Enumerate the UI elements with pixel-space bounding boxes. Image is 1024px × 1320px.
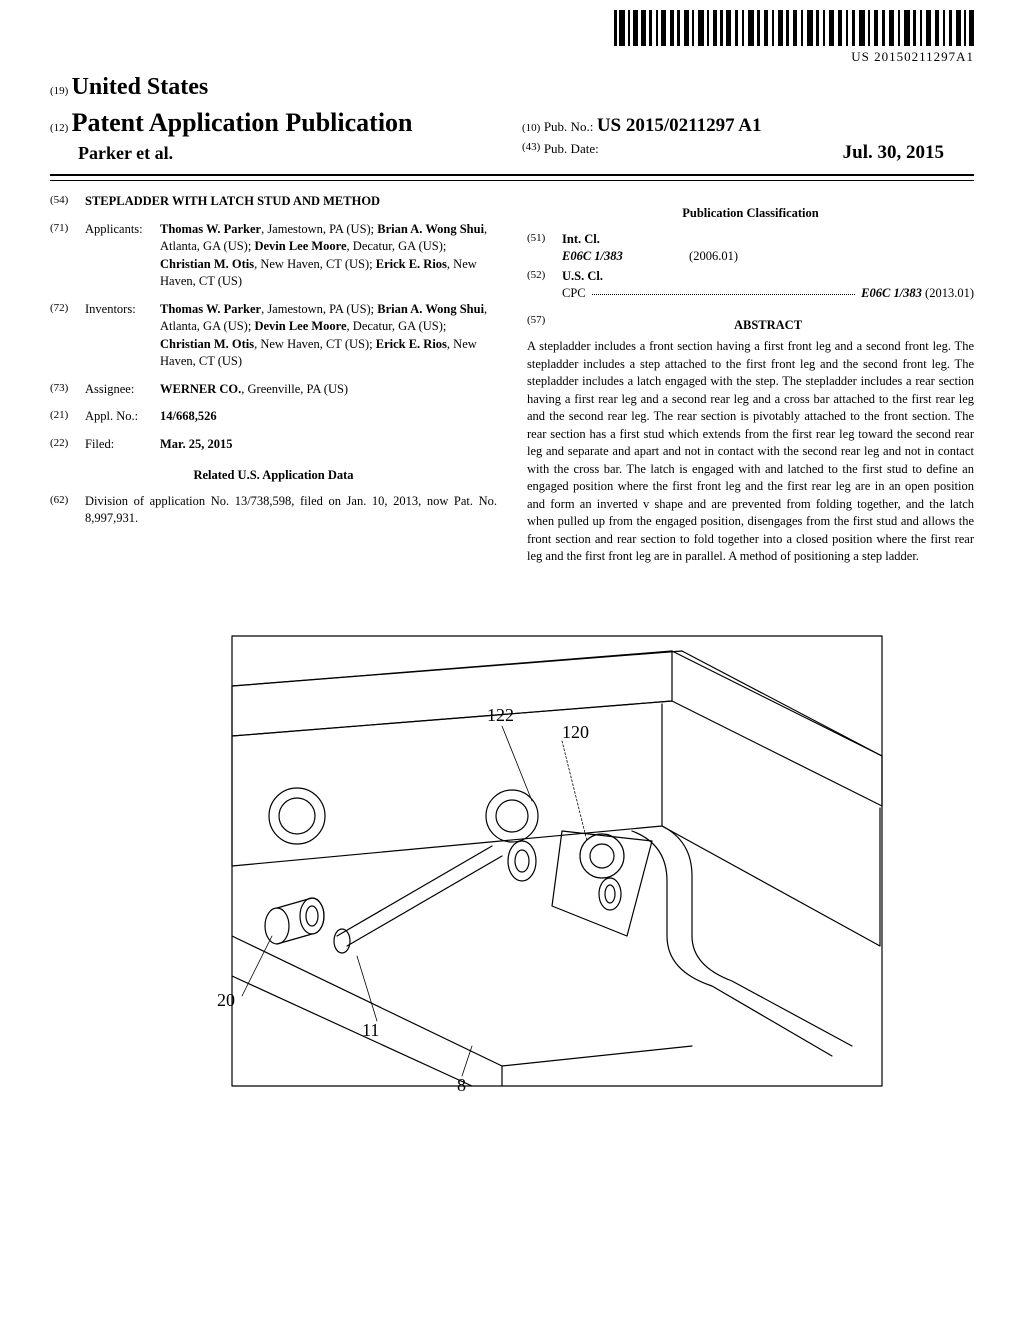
filed-num: (22): [50, 436, 85, 454]
header: (19) United States (12) Patent Applicati…: [50, 71, 974, 176]
abstract-heading: ABSTRACT: [562, 317, 974, 335]
field-us-cl: (52) U.S. Cl. CPC E06C 1/383 (2013.01): [527, 268, 974, 303]
barcode-svg: [614, 10, 974, 46]
header-left: (19) United States (12) Patent Applicati…: [50, 71, 502, 166]
int-cl-date: (2006.01): [689, 249, 738, 263]
related-num: (62): [50, 493, 85, 528]
us-cl-num: (52): [527, 268, 562, 303]
inventors-value: Thomas W. Parker, Jamestown, PA (US); Br…: [160, 301, 497, 371]
related-heading: Related U.S. Application Data: [50, 467, 497, 485]
right-column: Publication Classification (51) Int. Cl.…: [527, 193, 974, 566]
applicants-label: Applicants:: [85, 221, 160, 291]
left-column: (54) STEPLADDER WITH LATCH STUD AND METH…: [50, 193, 497, 566]
class-heading: Publication Classification: [527, 205, 974, 223]
applicants-value: Thomas W. Parker, Jamestown, PA (US); Br…: [160, 221, 497, 291]
title-num: (54): [50, 193, 85, 211]
pub-no-value: US 2015/0211297 A1: [597, 115, 762, 136]
inventors-label: Inventors:: [85, 301, 160, 371]
authors: Parker et al.: [50, 141, 502, 166]
assignee-num: (73): [50, 381, 85, 399]
appl-no-num: (21): [50, 408, 85, 426]
barcode: US 20150211297A1: [614, 10, 974, 66]
filed-value: Mar. 25, 2015: [160, 436, 497, 454]
pub-date-num: (43): [522, 140, 540, 167]
thin-rule: [50, 180, 974, 181]
fig-label-11: 11: [362, 1020, 379, 1040]
abstract-num: (57): [527, 313, 562, 339]
int-cl-label: Int. Cl.: [562, 232, 600, 246]
int-cl-code: E06C 1/383: [562, 249, 623, 263]
figure-area: 122 120 20 11 8: [50, 626, 974, 1101]
field-filed: (22) Filed: Mar. 25, 2015: [50, 436, 497, 454]
fig-label-20: 20: [217, 990, 235, 1010]
cpc-date: (2013.01): [925, 286, 974, 300]
field-title: (54) STEPLADDER WITH LATCH STUD AND METH…: [50, 193, 497, 211]
cpc-dots: [592, 285, 856, 295]
barcode-text: US 20150211297A1: [614, 48, 974, 66]
pub-date-value: Jul. 30, 2015: [843, 140, 974, 167]
pub-no-label: Pub. No.:: [544, 119, 593, 134]
us-cl-label: U.S. Cl.: [562, 269, 603, 283]
assignee-value: WERNER CO., Greenville, PA (US): [160, 381, 497, 399]
cpc-value: E06C 1/383: [861, 286, 922, 300]
pub-date-label: Pub. Date:: [544, 140, 599, 167]
abstract-text: A stepladder includes a front section ha…: [527, 338, 974, 566]
field-applicants: (71) Applicants: Thomas W. Parker, James…: [50, 221, 497, 291]
pub-no-num: (10): [522, 122, 540, 134]
fig-label-120: 120: [562, 722, 589, 742]
barcode-area: US 20150211297A1: [50, 10, 974, 66]
assignee-label: Assignee:: [85, 381, 160, 399]
related-value: Division of application No. 13/738,598, …: [85, 493, 497, 528]
fig-label-8: 8: [457, 1075, 466, 1095]
field-assignee: (73) Assignee: WERNER CO., Greenville, P…: [50, 381, 497, 399]
field-related: (62) Division of application No. 13/738,…: [50, 493, 497, 528]
fig-label-122: 122: [487, 705, 514, 725]
title-value: STEPLADDER WITH LATCH STUD AND METHOD: [85, 193, 497, 211]
pub-type: Patent Application Publication: [72, 108, 413, 137]
filed-label: Filed:: [85, 436, 160, 454]
appl-no-label: Appl. No.:: [85, 408, 160, 426]
field-int-cl: (51) Int. Cl. E06C 1/383 (2006.01): [527, 231, 974, 266]
cpc-label: CPC: [562, 285, 586, 303]
applicants-num: (71): [50, 221, 85, 291]
inventors-num: (72): [50, 301, 85, 371]
header-right: (10) Pub. No.: US 2015/0211297 A1 (43) P…: [502, 113, 974, 166]
patent-figure: 122 120 20 11 8: [132, 626, 892, 1096]
country-num: (19): [50, 85, 68, 97]
country: United States: [72, 74, 209, 100]
field-inventors: (72) Inventors: Thomas W. Parker, Jamest…: [50, 301, 497, 371]
pub-type-num: (12): [50, 122, 68, 134]
field-appl-no: (21) Appl. No.: 14/668,526: [50, 408, 497, 426]
appl-no-value: 14/668,526: [160, 408, 497, 426]
biblio: (54) STEPLADDER WITH LATCH STUD AND METH…: [50, 193, 974, 566]
int-cl-num: (51): [527, 231, 562, 266]
